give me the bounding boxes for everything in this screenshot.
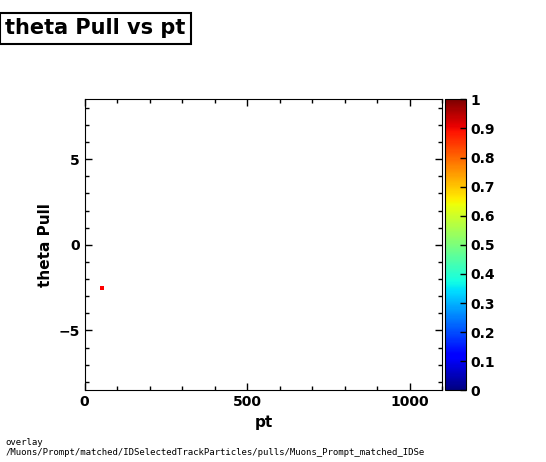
Y-axis label: theta Pull: theta Pull	[38, 203, 53, 287]
Text: overlay
/Muons/Prompt/matched/IDSelectedTrackParticles/pulls/Muons_Prompt_matche: overlay /Muons/Prompt/matched/IDSelected…	[5, 438, 425, 457]
X-axis label: pt: pt	[254, 415, 272, 430]
Text: theta Pull vs pt: theta Pull vs pt	[5, 18, 186, 38]
